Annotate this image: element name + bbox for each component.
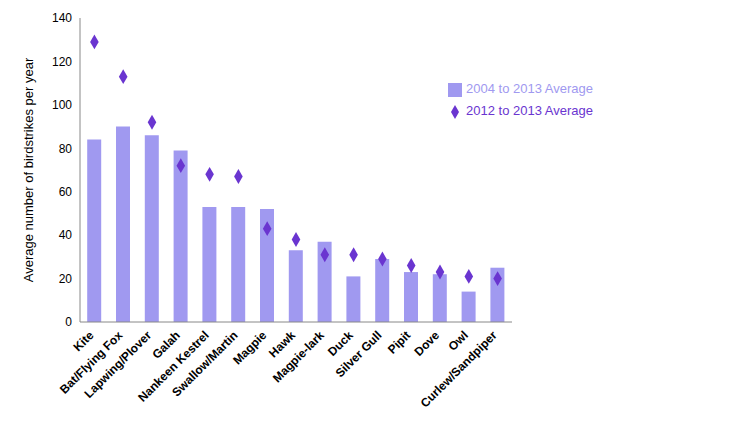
svg-text:Galah: Galah <box>149 328 183 362</box>
svg-text:Magpie: Magpie <box>230 328 269 367</box>
svg-text:80: 80 <box>59 142 73 156</box>
svg-text:Duck: Duck <box>325 328 356 359</box>
svg-text:20: 20 <box>59 272 73 286</box>
svg-text:Silver Gull: Silver Gull <box>333 328 385 380</box>
svg-text:Kite: Kite <box>70 328 97 355</box>
svg-text:0: 0 <box>65 315 72 329</box>
svg-text:Owl: Owl <box>445 328 471 354</box>
svg-text:100: 100 <box>52 98 72 112</box>
svg-text:Swallow/Martin: Swallow/Martin <box>169 328 240 399</box>
svg-text:Lapwing/Plover: Lapwing/Plover <box>81 328 155 401</box>
svg-text:Bat/Flying Fox: Bat/Flying Fox <box>57 328 126 397</box>
svg-text:120: 120 <box>52 55 72 69</box>
svg-text:Magpie-lark: Magpie-lark <box>270 328 327 385</box>
html-text:2004 to 2013 Average: 2004 to 2013 Average <box>466 81 593 96</box>
svg-text:60: 60 <box>59 185 73 199</box>
svg-text:Dove: Dove <box>411 328 442 359</box>
svg-text:Hawk: Hawk <box>266 328 299 361</box>
svg-text:Nankeen Kestrel: Nankeen Kestrel <box>135 328 212 405</box>
svg-text:140: 140 <box>52 11 72 25</box>
svg-text:Average number of birdstrikes: Average number of birdstrikes per year <box>21 57 36 282</box>
html-text:2012 to 2013 Average: 2012 to 2013 Average <box>466 103 593 118</box>
svg-text:Curlew/Sandpiper: Curlew/Sandpiper <box>418 328 500 410</box>
svg-text:40: 40 <box>59 228 73 242</box>
svg-text:Pipit: Pipit <box>385 328 413 356</box>
